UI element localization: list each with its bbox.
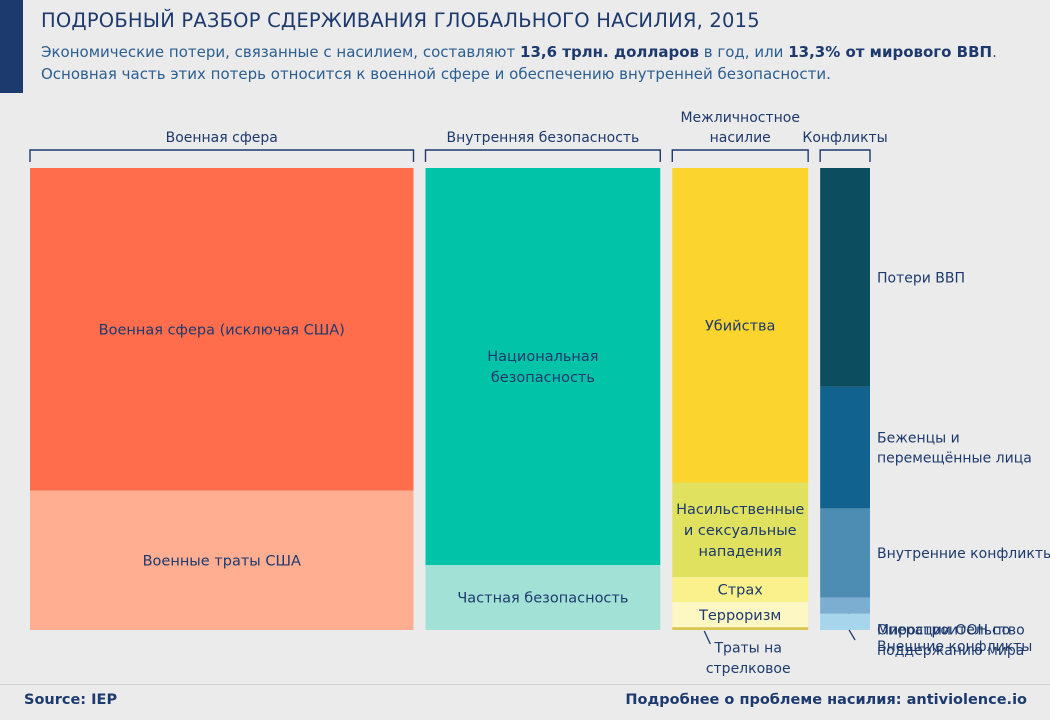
group-4-segment-1: [820, 168, 870, 387]
group-2-segment-2-label: Частная безопасность: [457, 591, 628, 607]
group-3-segment-2: [672, 482, 809, 578]
group-3-segment-5-label: Траты настрелковоеоружие: [706, 641, 791, 684]
subtitle-text-3: . Основная часть этих потерь относится к…: [41, 43, 997, 83]
group-2-segment-1: [425, 168, 661, 566]
group-3-header: Межличностное насилие: [680, 110, 800, 146]
group-4-segment-3-label: Внутренние конфликты: [877, 546, 1050, 562]
group-4-header: Конфликты: [802, 130, 887, 146]
group-1-header: Военная сфера: [166, 130, 278, 146]
group-3-segment-4-label: Терроризм: [698, 608, 781, 624]
group-4-segment-6: [820, 613, 870, 630]
group-2-segment-1-label: Национальная безопасность: [487, 349, 598, 386]
group-1-segment-1-label: Военная сфера (исключая США): [99, 322, 345, 338]
group-4-segment-6-label: Внешние конфликты: [877, 639, 1032, 655]
subtitle-text-1: Экономические потери, связанные с насили…: [41, 43, 521, 61]
chart-title: ПОДРОБНЫЙ РАЗБОР СДЕРЖИВАНИЯ ГЛОБАЛЬНОГО…: [41, 9, 760, 32]
group-3-segment-1: [672, 168, 809, 483]
subtitle-total-amount: 13,6 трлн. долларов: [520, 43, 699, 61]
chart-subtitle: Экономические потери, связанные с насили…: [41, 41, 1041, 85]
group-4-segment-1-label: Потери ВВП: [877, 270, 965, 286]
footer-divider: [0, 684, 1050, 685]
group-4-segment-4-label: Операции ООН по поддержанию мира: [877, 623, 1024, 659]
source-label: Source: IEP: [24, 692, 118, 708]
group-3-segment-4: [672, 602, 809, 628]
group-3-bracket: [671, 149, 809, 162]
group-3-segment-5-leader-line: [703, 630, 711, 645]
group-3-segment-1-label: Убийства: [705, 318, 775, 334]
group-1-segment-2-label: Военные траты США: [143, 553, 301, 569]
group-3-segment-3: [672, 577, 809, 603]
group-1-segment-1: [30, 168, 414, 491]
header-accent-bar: [0, 0, 23, 93]
group-4-segment-2: [820, 386, 870, 509]
group-4-segment-3: [820, 508, 870, 598]
group-1-bracket: [29, 149, 415, 162]
more-info-link[interactable]: Подробнее о проблеме насилия: antiviolen…: [625, 692, 1027, 708]
group-2-bracket: [424, 149, 661, 162]
group-3-segment-5: [672, 627, 809, 630]
subtitle-gdp-share: 13,3% от мирового ВВП: [788, 43, 993, 61]
group-2-segment-2: [425, 565, 661, 630]
group-4-segment-2-label: Беженцы и перемещённые лица: [877, 430, 1032, 466]
subtitle-text-2: в год, или: [699, 43, 789, 61]
group-2-header: Внутренняя безопасность: [446, 130, 639, 146]
group-3-segment-3-label: Страх: [718, 583, 764, 599]
group-3-segment-2-label: Насильственные и сексуальные нападения: [676, 502, 804, 560]
group-4-segment-4: [820, 597, 870, 614]
group-4-segment-5-label: Миростроительство: [877, 623, 1025, 639]
group-4-segment-6-leader-line: [848, 629, 856, 641]
marimekko-chart: Военная сфера Военная сфера (исключая США…: [29, 110, 1050, 684]
group-1-segment-2: [30, 490, 414, 630]
group-4-bracket: [819, 149, 871, 162]
